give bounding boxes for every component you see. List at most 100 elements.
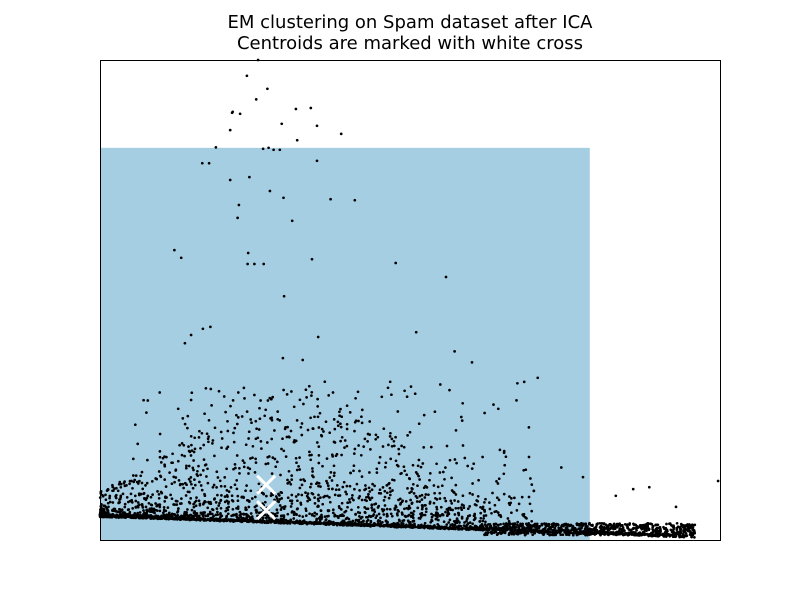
data-point <box>210 512 214 516</box>
data-point <box>230 111 234 115</box>
data-point <box>535 522 539 526</box>
data-point <box>298 468 302 471</box>
data-point <box>364 484 367 487</box>
data-point <box>423 526 426 530</box>
data-point <box>662 525 665 529</box>
data-point <box>200 431 204 435</box>
data-point <box>141 506 145 509</box>
data-point <box>611 524 614 528</box>
data-point <box>290 219 294 223</box>
data-point <box>332 520 335 524</box>
data-point <box>266 87 269 91</box>
data-point <box>345 492 348 496</box>
data-point <box>172 503 175 506</box>
data-point <box>388 380 392 384</box>
data-point <box>377 512 381 516</box>
data-point <box>638 533 642 537</box>
data-point <box>232 518 236 522</box>
data-point <box>578 527 581 530</box>
data-point <box>261 517 265 520</box>
data-point <box>510 511 513 515</box>
data-point <box>170 497 174 501</box>
data-point <box>599 524 603 528</box>
data-point <box>104 513 108 517</box>
data-point <box>198 480 201 484</box>
data-point <box>131 486 134 490</box>
data-point <box>588 521 591 525</box>
data-point <box>282 514 286 517</box>
data-point <box>101 494 105 498</box>
data-point <box>468 491 472 495</box>
data-point <box>364 487 368 491</box>
data-point <box>357 444 360 447</box>
data-point <box>510 532 514 536</box>
data-point <box>631 487 635 491</box>
data-point <box>245 512 248 516</box>
data-point <box>108 494 112 498</box>
data-point <box>323 522 326 526</box>
data-point <box>380 524 384 528</box>
data-point <box>290 502 294 505</box>
data-point <box>420 504 424 507</box>
data-point <box>231 507 235 511</box>
data-point <box>337 488 341 491</box>
data-point <box>413 522 416 526</box>
data-point <box>306 499 309 503</box>
data-point <box>603 530 606 533</box>
data-point <box>378 455 382 459</box>
data-point <box>483 510 487 513</box>
data-point <box>427 493 430 497</box>
data-point <box>559 526 563 530</box>
data-point <box>608 532 611 536</box>
data-point <box>183 510 187 514</box>
data-point <box>211 439 215 442</box>
data-point <box>420 507 424 511</box>
data-point <box>142 509 145 512</box>
data-point <box>461 444 465 447</box>
data-point <box>254 461 258 464</box>
data-point <box>137 515 141 519</box>
data-point <box>226 429 230 433</box>
data-point <box>141 487 145 491</box>
data-point <box>282 507 286 511</box>
data-point <box>200 488 204 492</box>
data-point <box>620 524 624 527</box>
data-point <box>224 509 228 513</box>
data-point <box>679 522 683 526</box>
data-point <box>337 505 341 508</box>
data-point <box>251 456 254 460</box>
data-point <box>445 508 449 511</box>
data-point <box>160 514 163 518</box>
data-point <box>396 410 400 413</box>
data-point <box>418 494 422 498</box>
data-point <box>248 175 251 179</box>
data-point <box>533 525 537 529</box>
data-point <box>363 437 367 441</box>
data-point <box>369 520 373 524</box>
data-point <box>225 518 228 522</box>
data-point <box>277 492 280 496</box>
data-point <box>432 525 436 528</box>
data-point <box>328 431 332 435</box>
data-point <box>416 506 420 510</box>
data-point <box>360 498 364 502</box>
data-point <box>438 514 442 518</box>
data-point <box>442 527 446 530</box>
data-point <box>334 521 337 525</box>
data-point <box>197 514 201 518</box>
data-point <box>382 513 386 516</box>
data-point <box>579 530 583 534</box>
data-point <box>181 417 185 420</box>
data-point <box>355 482 359 486</box>
data-point <box>165 513 169 517</box>
data-point <box>236 518 239 522</box>
data-point <box>163 500 167 503</box>
data-point <box>390 444 394 448</box>
data-point <box>544 529 548 533</box>
data-point <box>313 514 316 518</box>
data-point <box>278 504 282 507</box>
data-point <box>402 519 406 522</box>
data-point <box>421 462 425 465</box>
data-point <box>123 484 127 488</box>
data-point <box>331 511 335 515</box>
